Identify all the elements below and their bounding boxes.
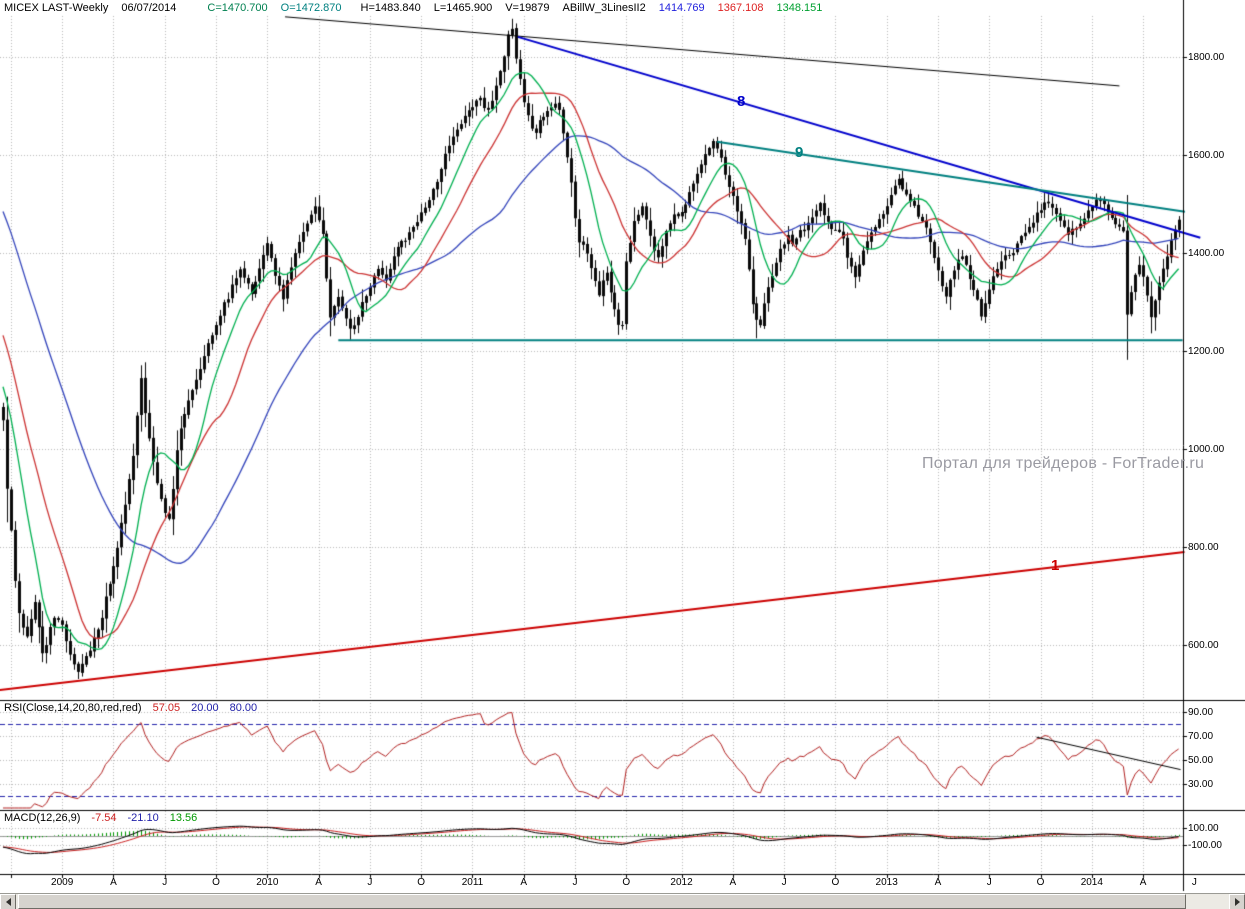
- indicator-line3-value: 1348.151: [776, 2, 823, 14]
- date-axis-label: A: [1139, 877, 1147, 888]
- date-axis-label: A: [520, 877, 528, 888]
- rsi-axis-label: 70.00: [1188, 731, 1214, 742]
- trendline-8-label[interactable]: 8: [737, 93, 746, 110]
- rsi-axis-label: 50.00: [1188, 755, 1214, 766]
- scroll-right-icon: [1234, 898, 1244, 906]
- fortrader-watermark: Портал для трейдеров - ForTrader.ru: [922, 455, 1205, 472]
- date-axis-label: O: [622, 877, 631, 888]
- date-axis-label: O: [831, 877, 840, 888]
- low-value: L=1465.900: [433, 2, 493, 14]
- date-axis-label: J: [781, 877, 787, 888]
- date-axis-label: O: [1036, 877, 1045, 888]
- scrollbar-thumb[interactable]: [18, 894, 1186, 909]
- rsi-axis-label: 30.00: [1188, 779, 1214, 790]
- trendline-1-label[interactable]: 1: [1051, 557, 1060, 574]
- price-axis-label: 1400.00: [1188, 248, 1225, 259]
- indicator-name-label: ABillW_3LinesII2: [562, 2, 646, 14]
- scroll-left-button[interactable]: [0, 894, 16, 909]
- date-axis-label: O: [417, 877, 426, 888]
- date-axis-label: J: [986, 877, 992, 888]
- scroll-left-icon: [2, 898, 11, 906]
- rsi-level-high-value: 80.00: [229, 702, 258, 714]
- macd-name-label: MACD(12,26,9): [4, 812, 81, 824]
- symbol-timeframe-label: MICEX LAST-Weekly: [4, 2, 109, 14]
- volume-value: V=19879: [505, 2, 550, 14]
- date-value: 06/07/2014: [121, 2, 177, 14]
- macd-axis-label: 100.00: [1188, 823, 1219, 834]
- price-axis-label: 1200.00: [1188, 346, 1225, 357]
- trendline-9-label[interactable]: 9: [795, 144, 804, 161]
- date-axis-label: J: [162, 877, 168, 888]
- rsi-value: 57.05: [152, 702, 181, 714]
- macd-signal-value: -21.10: [127, 812, 159, 824]
- date-axis-label: 2014: [1080, 877, 1103, 888]
- date-axis-label: 2013: [875, 877, 898, 888]
- rsi-label-row: RSI(Close,14,20,80,red,red) 57.05 20.00 …: [4, 702, 257, 714]
- macd-label-row: MACD(12,26,9) -7.54 -21.10 13.56: [4, 812, 197, 824]
- scrollbar-track[interactable]: [16, 894, 1229, 909]
- price-axis-label: 1800.00: [1188, 52, 1225, 63]
- date-axis-label: J: [367, 877, 373, 888]
- date-axis-label: A: [934, 877, 942, 888]
- date-axis-label: 2012: [670, 877, 693, 888]
- date-axis-label: O: [212, 877, 220, 888]
- macd-value: -7.54: [91, 812, 117, 824]
- price-axis-label: 600.00: [1188, 640, 1219, 651]
- indicator-line1-value: 1414.769: [658, 2, 705, 14]
- high-value: H=1483.840: [360, 2, 421, 14]
- date-axis-label: A: [315, 877, 322, 888]
- date-axis-label: 2010: [256, 877, 279, 888]
- indicator-line2-value: 1367.108: [717, 2, 764, 14]
- macd-hist-value: 13.56: [169, 812, 198, 824]
- chart-header: MICEX LAST-Weekly 06/07/2014 C=1470.700 …: [4, 2, 822, 14]
- price-axis-label: 1600.00: [1188, 150, 1225, 161]
- open-value: O=1472.870: [280, 2, 342, 14]
- rsi-name-label: RSI(Close,14,20,80,red,red): [4, 702, 142, 714]
- rsi-axis-label: 90.00: [1188, 707, 1214, 718]
- horizontal-scrollbar[interactable]: [0, 893, 1245, 909]
- date-axis-label: J: [572, 877, 578, 888]
- date-axis-label: 2011: [461, 877, 484, 888]
- date-axis-label: J: [1191, 877, 1197, 888]
- macd-axis-label: -100.00: [1188, 840, 1222, 851]
- rsi-level-low-value: 20.00: [191, 702, 219, 714]
- date-axis-label: A: [729, 877, 737, 888]
- date-axis-label: A: [110, 877, 117, 888]
- date-axis-label: 2009: [51, 877, 74, 888]
- scroll-right-button[interactable]: [1229, 894, 1245, 909]
- price-axis-label: 800.00: [1188, 542, 1219, 553]
- close-value: C=1470.700: [207, 2, 268, 14]
- price-axis-label: 1000.00: [1188, 444, 1225, 455]
